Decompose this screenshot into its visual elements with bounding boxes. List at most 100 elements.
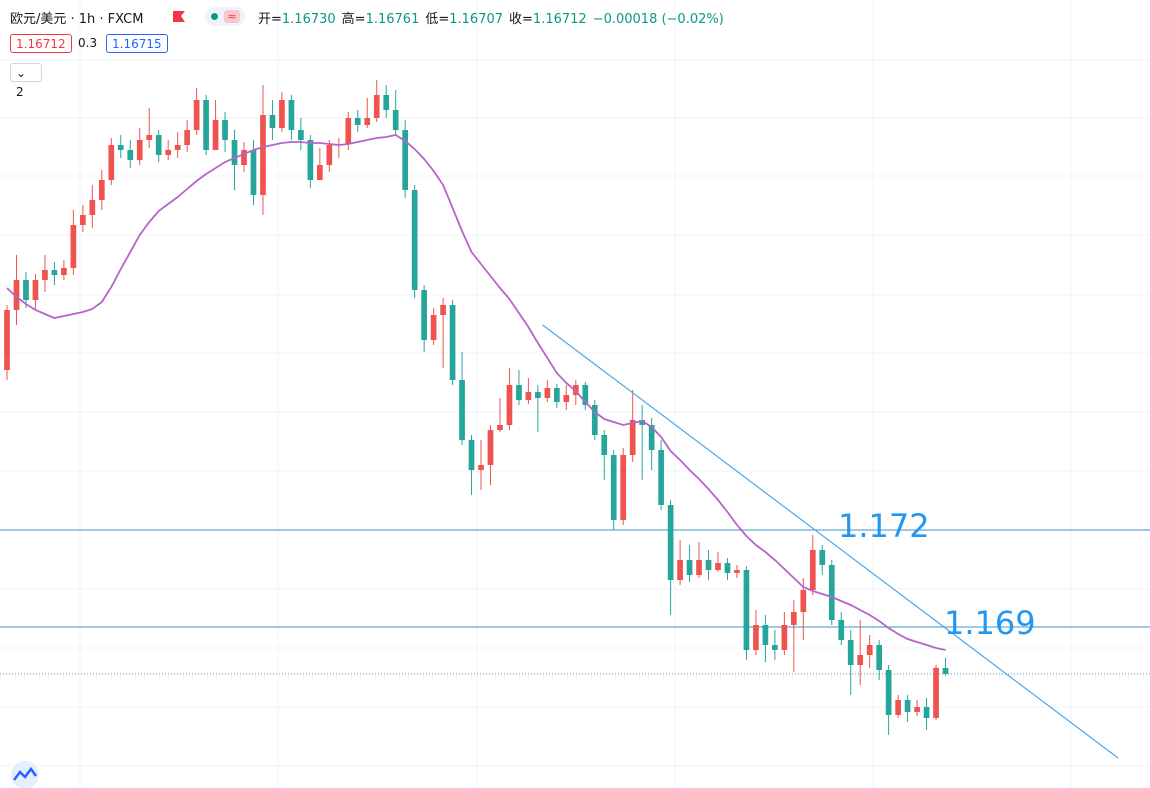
quote: 开=1.16730 高=1.16761 低=1.16707 收=1.16712 −0.0… [258, 8, 724, 27]
candle-body [866, 645, 873, 655]
candle-body [42, 270, 48, 280]
candle-body [563, 395, 570, 402]
indicator-toggle[interactable]: ⌄ 2 [10, 63, 42, 99]
candle-body [743, 570, 750, 650]
quote-label: 收= [509, 12, 533, 27]
candle-body [620, 455, 627, 520]
quote-label: 开= [258, 12, 282, 27]
candle-body [279, 100, 285, 128]
candle-body [127, 150, 134, 160]
candle-body [449, 305, 456, 380]
quote-value: 1.16761 [365, 12, 420, 27]
candle-body [146, 135, 153, 140]
candle-body [857, 655, 864, 665]
candle-body [222, 120, 228, 140]
candle-body [174, 145, 181, 150]
candle-body [440, 305, 446, 315]
plot: 1.172 1.169 [0, 80, 1150, 759]
candle-body [923, 707, 930, 718]
candle-body [772, 645, 778, 650]
candle-body [155, 135, 162, 155]
candle-body [354, 118, 361, 125]
candle-body [933, 668, 939, 718]
candle-body [591, 405, 598, 435]
candle-body [686, 560, 693, 575]
candle-body [193, 100, 200, 130]
trendline [542, 324, 1119, 759]
candle-body [392, 110, 399, 130]
price-line-label: 1.169 [944, 604, 1036, 642]
candle-body [904, 700, 911, 712]
candle-body [80, 215, 86, 225]
candle-body [373, 95, 380, 118]
candle-body [876, 645, 883, 670]
candle-body [468, 440, 475, 470]
tv-logo [11, 761, 39, 788]
candle-body [269, 115, 276, 128]
candle-body [724, 563, 731, 573]
candle-body [648, 425, 655, 450]
candle-body [23, 280, 29, 300]
candle-body [307, 140, 314, 180]
candle-body [421, 290, 427, 340]
candle-body [70, 225, 77, 268]
ask-badge[interactable]: 1.16715 [106, 34, 168, 53]
candle-body [667, 505, 674, 580]
candle-body [942, 668, 949, 674]
candle-body [250, 150, 257, 195]
candle-body [715, 563, 721, 570]
spread: 0.3 [78, 36, 98, 50]
status-dot [211, 13, 218, 20]
quote-value: 1.16712 [532, 12, 587, 27]
candle-body [753, 625, 759, 650]
candle-body [459, 380, 465, 440]
candle-body [554, 388, 560, 402]
candle-body [525, 392, 532, 400]
candle-body [89, 200, 96, 215]
candle-body [610, 455, 617, 520]
quote-value: 1.16707 [449, 12, 504, 27]
candle-body [165, 150, 172, 155]
candle-body [838, 620, 845, 640]
candle-body [231, 140, 238, 165]
quote-value: 1.16730 [281, 12, 336, 27]
candle-body [203, 100, 209, 150]
quote-change: −0.00018 (−0.02%) [592, 12, 724, 27]
indicator-count: 2 [16, 85, 24, 99]
candle-body [809, 550, 816, 590]
candle-body [13, 280, 20, 310]
candle-body [790, 612, 797, 625]
candle-body [696, 560, 702, 575]
candle-body [847, 640, 854, 665]
chevron: ⌄ [16, 66, 27, 80]
candle-body [345, 118, 352, 144]
candle-body [535, 392, 541, 398]
symbol-title: 欧元/美元 · 1h · FXCM [10, 12, 144, 27]
candle-body [184, 130, 190, 145]
candle-body [658, 450, 664, 505]
candle-body [781, 625, 788, 650]
candle-body [885, 670, 892, 715]
candle-body [478, 465, 484, 470]
candle-body [51, 270, 58, 275]
candle-body [895, 700, 901, 715]
candle-body [402, 130, 409, 190]
candle-body [298, 130, 304, 140]
bid-badge[interactable]: 1.16712 [10, 34, 72, 53]
candle-body [364, 118, 371, 125]
status-icon: ≈ [224, 10, 240, 23]
candle-body [487, 430, 494, 465]
flag-icon[interactable] [172, 10, 186, 24]
candle-body [819, 550, 826, 565]
candle-body [677, 560, 683, 580]
candle-body [629, 420, 636, 455]
status-pill[interactable]: ≈ [205, 7, 245, 26]
candle-body [117, 145, 124, 150]
candle-body [516, 385, 522, 400]
candle-body [411, 190, 418, 290]
candle-body [800, 590, 807, 612]
moving-average [6, 134, 946, 651]
